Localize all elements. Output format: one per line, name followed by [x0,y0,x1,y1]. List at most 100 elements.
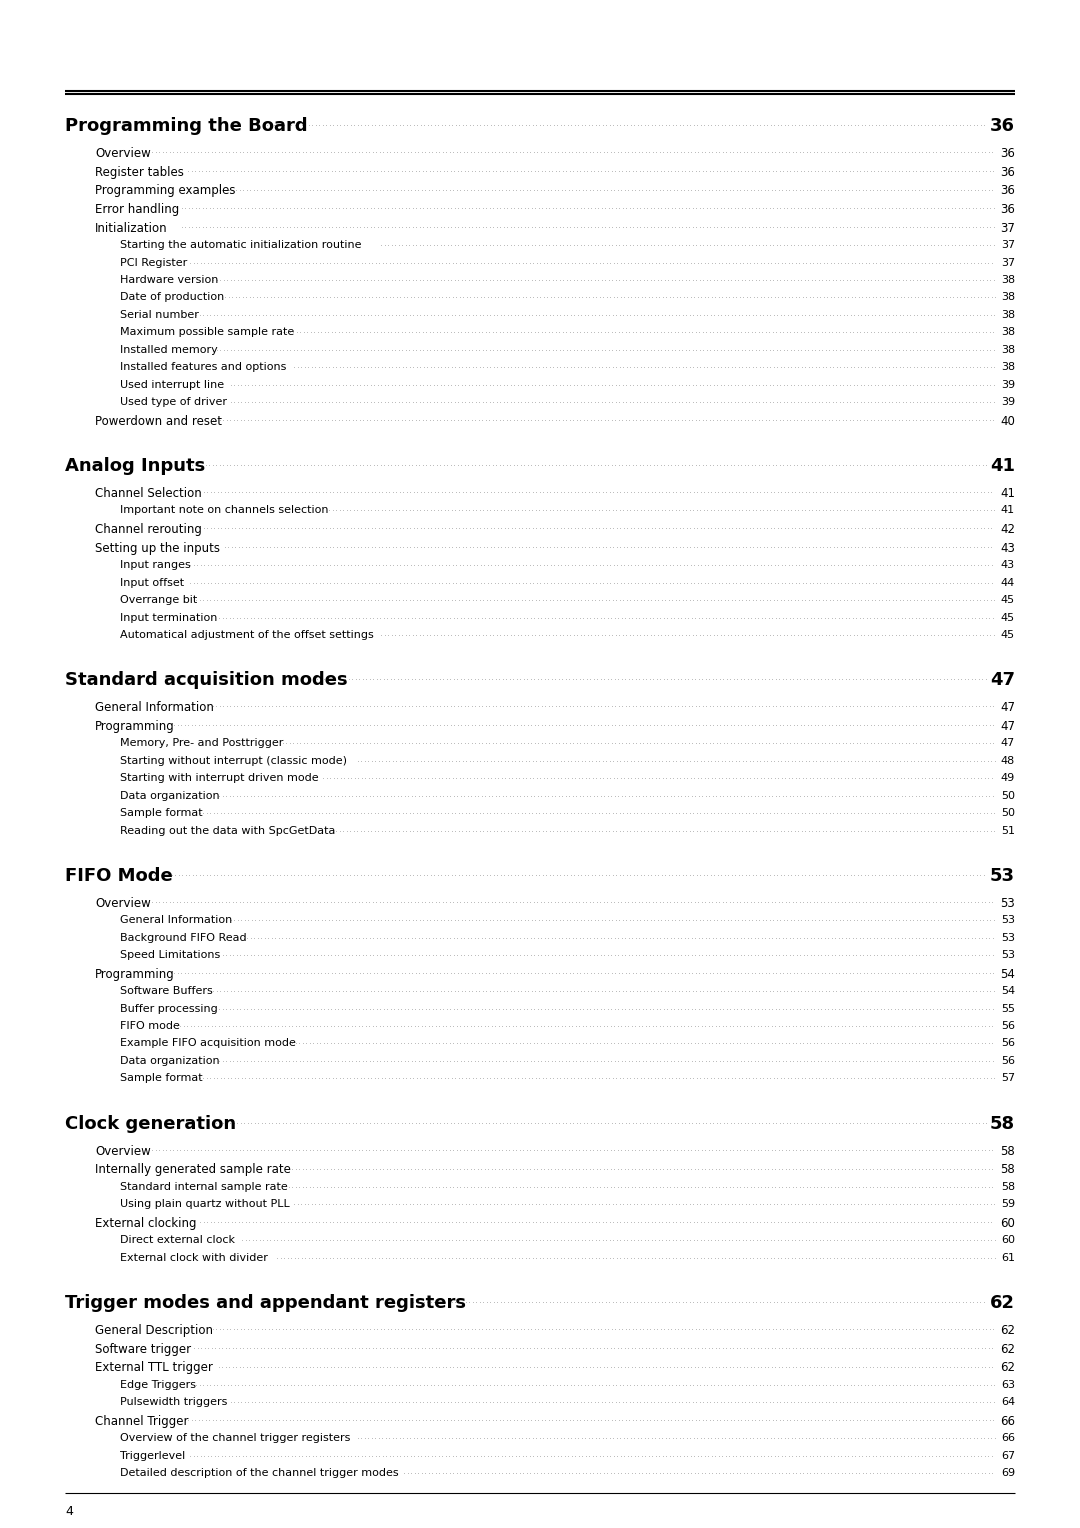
Text: 38: 38 [1001,345,1015,354]
Text: Date of production: Date of production [120,292,225,303]
Text: 40: 40 [1000,414,1015,428]
Text: 56: 56 [1001,1039,1015,1048]
Text: Direct external clock: Direct external clock [120,1235,235,1245]
Text: Installed memory: Installed memory [120,345,218,354]
Text: 4: 4 [65,1505,72,1517]
Text: 67: 67 [1001,1450,1015,1461]
Text: Background FIFO Read: Background FIFO Read [120,932,246,943]
Text: 39: 39 [1001,397,1015,406]
Text: 53: 53 [1000,897,1015,909]
Text: 69: 69 [1001,1468,1015,1478]
Text: Speed Limitations: Speed Limitations [120,950,220,960]
Text: 57: 57 [1001,1073,1015,1083]
Text: 39: 39 [1001,379,1015,390]
Text: 36: 36 [1000,147,1015,160]
Text: 54: 54 [1001,986,1015,996]
Text: Overrange bit: Overrange bit [120,594,198,605]
Text: Trigger modes and appendant registers: Trigger modes and appendant registers [65,1294,465,1313]
Text: Powerdown and reset: Powerdown and reset [95,414,222,428]
Text: Overview of the channel trigger registers: Overview of the channel trigger register… [120,1433,350,1444]
Text: 56: 56 [1001,1021,1015,1031]
Text: Input offset: Input offset [120,578,184,588]
Text: 47: 47 [990,671,1015,689]
Text: 64: 64 [1001,1397,1015,1407]
Text: Software trigger: Software trigger [95,1343,191,1355]
Text: Data organization: Data organization [120,1056,219,1067]
Text: 58: 58 [1001,1181,1015,1192]
Text: General Information: General Information [120,915,232,924]
Text: PCI Register: PCI Register [120,258,187,267]
Text: 62: 62 [1000,1323,1015,1337]
Text: Hardware version: Hardware version [120,275,218,286]
Text: Channel Trigger: Channel Trigger [95,1415,189,1427]
Text: 41: 41 [1000,487,1015,500]
Text: 53: 53 [1001,932,1015,943]
Text: Error handling: Error handling [95,203,179,215]
Text: Starting the automatic initialization routine: Starting the automatic initialization ro… [120,240,362,251]
Text: Installed features and options: Installed features and options [120,362,286,373]
Text: Overview: Overview [95,1144,151,1158]
Text: External clocking: External clocking [95,1216,197,1230]
Text: 45: 45 [1001,613,1015,622]
Text: 53: 53 [1001,915,1015,924]
Text: Initialization: Initialization [95,222,167,235]
Text: 36: 36 [1000,203,1015,215]
Text: 66: 66 [1000,1415,1015,1427]
Text: 60: 60 [1001,1235,1015,1245]
Text: 51: 51 [1001,825,1015,836]
Text: Data organization: Data organization [120,790,219,801]
Text: Detailed description of the channel trigger modes: Detailed description of the channel trig… [120,1468,399,1478]
Text: 38: 38 [1001,275,1015,286]
Text: 58: 58 [990,1115,1015,1132]
Text: Programming examples: Programming examples [95,185,235,197]
Text: 36: 36 [990,118,1015,134]
Text: Starting without interrupt (classic mode): Starting without interrupt (classic mode… [120,756,347,766]
Text: Programming: Programming [95,967,175,981]
Text: Standard internal sample rate: Standard internal sample rate [120,1181,287,1192]
Text: 53: 53 [1001,950,1015,960]
Text: 50: 50 [1001,808,1015,817]
Text: 63: 63 [1001,1380,1015,1390]
Text: Sample format: Sample format [120,1073,203,1083]
Text: Internally generated sample rate: Internally generated sample rate [95,1163,291,1177]
Text: Serial number: Serial number [120,310,199,319]
Text: 58: 58 [1000,1163,1015,1177]
Text: Buffer processing: Buffer processing [120,1004,218,1013]
Text: 42: 42 [1000,523,1015,536]
Text: 37: 37 [1001,240,1015,251]
Text: Triggerlevel: Triggerlevel [120,1450,186,1461]
Text: 38: 38 [1001,362,1015,373]
Text: Important note on channels selection: Important note on channels selection [120,506,328,515]
Text: Edge Triggers: Edge Triggers [120,1380,195,1390]
Text: General Description: General Description [95,1323,213,1337]
Text: Programming: Programming [95,720,175,733]
Text: External TTL trigger: External TTL trigger [95,1361,213,1374]
Text: 47: 47 [1000,701,1015,714]
Text: Analog Inputs: Analog Inputs [65,457,205,475]
Text: Software Buffers: Software Buffers [120,986,213,996]
Text: Overview: Overview [95,897,151,909]
Text: 41: 41 [990,457,1015,475]
Text: 60: 60 [1000,1216,1015,1230]
Text: Channel Selection: Channel Selection [95,487,202,500]
Text: 45: 45 [1001,630,1015,640]
Text: Using plain quartz without PLL: Using plain quartz without PLL [120,1199,289,1209]
Text: Reading out the data with SpcGetData: Reading out the data with SpcGetData [120,825,336,836]
Text: 45: 45 [1001,594,1015,605]
Text: 36: 36 [1000,165,1015,179]
Text: Maximum possible sample rate: Maximum possible sample rate [120,327,294,338]
Text: 48: 48 [1001,756,1015,766]
Text: 38: 38 [1001,292,1015,303]
Text: Used type of driver: Used type of driver [120,397,227,406]
Text: 59: 59 [1001,1199,1015,1209]
Text: Pulsewidth triggers: Pulsewidth triggers [120,1397,228,1407]
Text: 62: 62 [990,1294,1015,1313]
Text: 62: 62 [1000,1361,1015,1374]
Text: 47: 47 [1001,738,1015,749]
Text: 37: 37 [1001,258,1015,267]
Text: Example FIFO acquisition mode: Example FIFO acquisition mode [120,1039,296,1048]
Text: Channel rerouting: Channel rerouting [95,523,202,536]
Text: 37: 37 [1000,222,1015,235]
Text: Setting up the inputs: Setting up the inputs [95,542,220,555]
Text: 55: 55 [1001,1004,1015,1013]
